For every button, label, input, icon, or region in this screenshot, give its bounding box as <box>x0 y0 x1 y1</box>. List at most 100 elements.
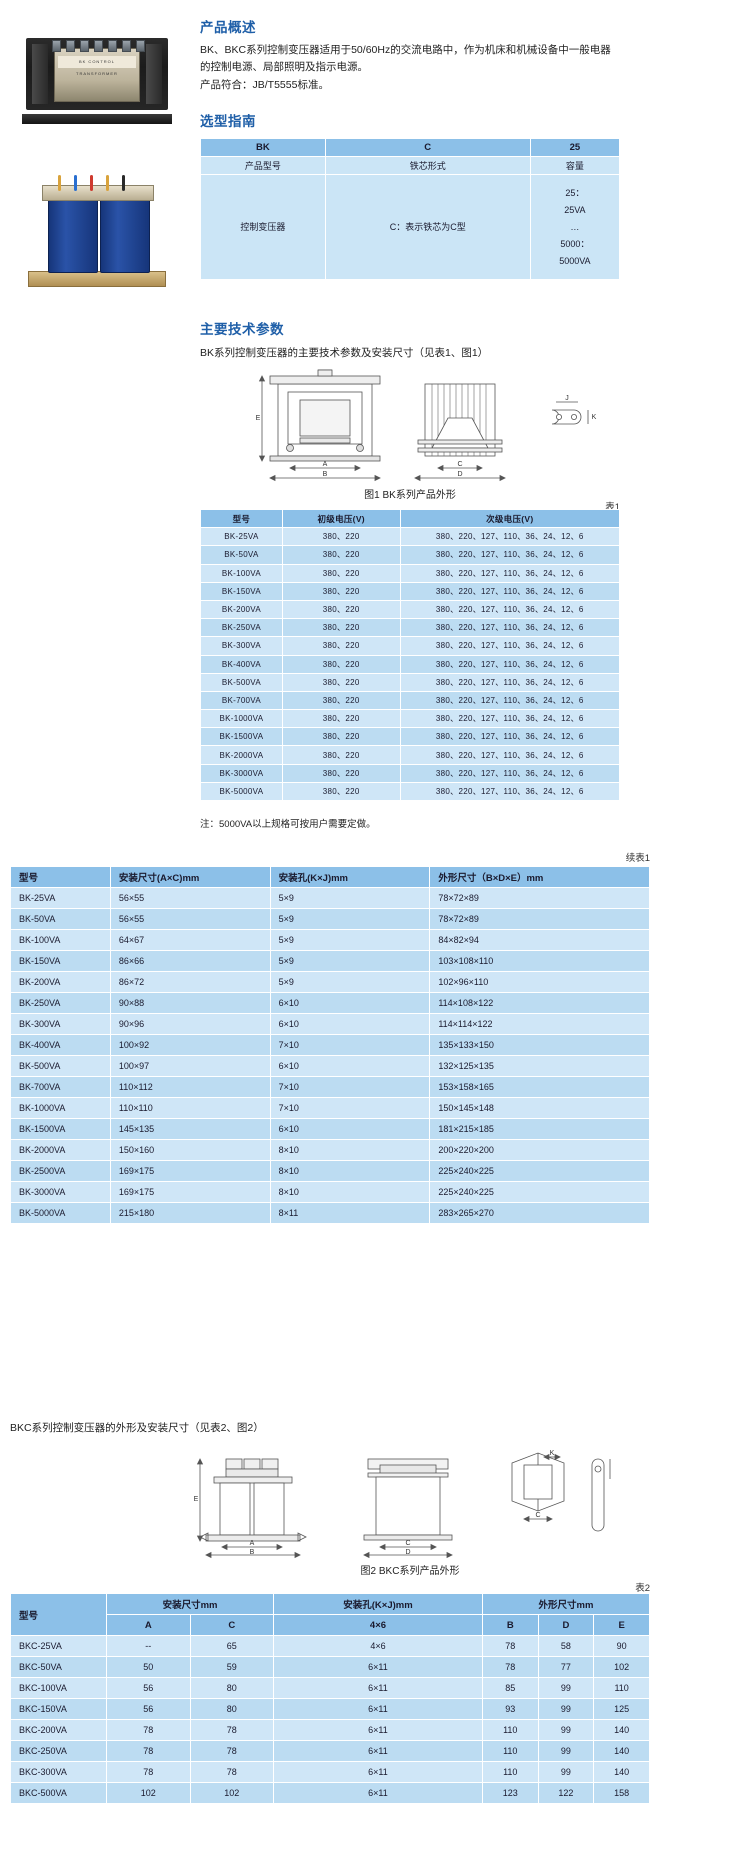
cell-value: 110 <box>481 1761 539 1783</box>
table-2-sub-a: A <box>106 1614 191 1636</box>
table-row: BK-50VA 380、220 380、220、127、110、36、24、12、6 <box>200 545 621 565</box>
table-row: BK-1500VA 145×135 6×10 181×215×185 <box>10 1118 650 1140</box>
cell-model: BKC-250VA <box>10 1740 107 1762</box>
table-row: BK-300VA 90×96 6×10 114×114×122 <box>10 1013 650 1035</box>
selection-guide-body-model: 控制变压器 <box>200 174 326 280</box>
table-row: BK-250VA 380、220 380、220、127、110、36、24、12、… <box>200 618 621 638</box>
cell-value: 6×11 <box>273 1740 483 1762</box>
cell-value: 6×11 <box>273 1761 483 1783</box>
product-photo-bk: BK CONTROL TRANSFORMER <box>22 26 172 124</box>
cell-value: 4×6 <box>273 1635 483 1657</box>
cell-value: 6×10 <box>269 1118 431 1140</box>
cell-value: 7×10 <box>269 1034 431 1056</box>
cell-value: 125 <box>593 1698 650 1720</box>
cell-value: 103×108×110 <box>429 950 650 972</box>
cell-model: BKC-500VA <box>10 1782 107 1804</box>
cell-value: 7×10 <box>269 1097 431 1119</box>
cell-value: 123 <box>481 1782 539 1804</box>
svg-text:E: E <box>256 415 261 422</box>
table-1-header-model: 型号 <box>200 508 283 529</box>
overview-paragraph-2: 产品符合：JB/T5555标准。 <box>200 79 329 91</box>
table-row: BKC-50VA 50 59 6×11 78 77 102 <box>10 1656 650 1678</box>
table-2-sub-d: D <box>537 1614 595 1636</box>
top-section: BK CONTROL TRANSFORMER 产品概述 BK、BKC系列控制变压… <box>0 0 750 310</box>
table-1-header-row: 型号 初级电压(V) 次级电压(V) <box>200 508 621 529</box>
cell-value: 78×72×89 <box>429 908 650 930</box>
cell-model: BK-200VA <box>200 599 283 620</box>
table-row: BK-1000VA 110×110 7×10 150×145×148 <box>10 1097 650 1119</box>
cell-value: 90 <box>593 1635 650 1657</box>
cell-value: 102 <box>593 1656 650 1678</box>
table-row: BKC-200VA 78 78 6×11 110 99 140 <box>10 1719 650 1741</box>
cell-value: 181×215×185 <box>429 1118 650 1140</box>
table-row: BK-300VA 380、220 380、220、127、110、36、24、12、… <box>200 636 621 656</box>
table-row: BK-5000VA 215×180 8×11 283×265×270 <box>10 1202 650 1224</box>
cell-model: BK-500VA <box>200 672 283 692</box>
table-2-sub-header-row: A C 4×6 B D E <box>11 1614 650 1636</box>
figure-2-caption: 图2 BKC系列产品外形 <box>360 1566 460 1577</box>
table-row: BKC-500VA 102 102 6×11 123 122 158 <box>10 1782 650 1804</box>
figure-2-drawing: E A B C D K C <box>140 1445 620 1560</box>
cell-value: 99 <box>537 1698 595 1720</box>
table-row: BK-400VA 380、220 380、220、127、110、36、24、12、… <box>200 654 621 674</box>
cell-value: 56×55 <box>109 908 271 930</box>
svg-text:B: B <box>250 1549 255 1556</box>
cell-value: 380、220 <box>281 545 401 565</box>
cell-value: 6×10 <box>269 1013 431 1035</box>
table-1-cont-header-mounting: 安装尺寸(A×C)mm <box>109 866 271 888</box>
table-row: BK-1000VA 380、220 380、220、127、110、36、24、12… <box>200 709 621 729</box>
cell-model: BK-3000VA <box>200 763 283 783</box>
cell-value: 99 <box>537 1719 595 1741</box>
table-row: BK-3000VA 380、220 380、220、127、110、36、24、12… <box>200 763 621 783</box>
cell-value: 93 <box>481 1698 539 1720</box>
cell-value: 6×11 <box>273 1677 483 1699</box>
table-1: 型号 初级电压(V) 次级电压(V) BK-25VA 380、220 380、220… <box>200 508 621 802</box>
table-1-cont-header-outline: 外形尺寸（B×D×E）mm <box>429 866 650 888</box>
table-2-tag: 表2 <box>635 1583 650 1594</box>
svg-text:A: A <box>250 1540 255 1547</box>
table-row: BK-25VA 380、220 380、220、127、110、36、24、12、6 <box>200 527 621 547</box>
cell-model: BK-25VA <box>200 527 283 547</box>
table-2-sub-c: C <box>189 1614 275 1636</box>
capacity-line-5: 5000VA <box>559 255 591 266</box>
cell-value: 78 <box>106 1761 191 1783</box>
table-1-body: BK-25VA 380、220 380、220、127、110、36、24、12、6… <box>200 527 621 802</box>
table-1-tag: 表1 <box>605 502 620 513</box>
table-row: BK-5000VA 380、220 380、220、127、110、36、24、12… <box>200 781 621 802</box>
svg-text:D: D <box>405 1549 410 1556</box>
selection-guide-header-25: 25 <box>529 138 621 157</box>
table-2-group-header-row: 型号 安装尺寸mm 安装孔(K×J)mm 外形尺寸mm <box>10 1593 651 1636</box>
cell-value: 140 <box>593 1719 650 1741</box>
table-2-sub-b: B <box>481 1614 539 1636</box>
cell-value: 114×108×122 <box>429 992 650 1014</box>
cell-model: BK-500VA <box>10 1055 111 1077</box>
table-row: BK-700VA 380、220 380、220、127、110、36、24、12、… <box>200 690 621 711</box>
cell-value: 100×92 <box>109 1034 271 1056</box>
cell-model: BK-1000VA <box>200 709 283 729</box>
cell-value: 380、220、127、110、36、24、12、6 <box>399 745 621 765</box>
cell-model: BK-250VA <box>10 992 111 1014</box>
cell-model: BKC-25VA <box>10 1635 107 1657</box>
cell-value: 86×72 <box>109 971 271 993</box>
cell-value: 8×11 <box>269 1202 431 1224</box>
cell-model: BK-300VA <box>10 1013 111 1035</box>
cell-value: 225×240×225 <box>429 1160 650 1182</box>
cell-value: 6×11 <box>273 1698 483 1720</box>
cell-value: 122 <box>537 1782 595 1804</box>
cell-value: 102 <box>106 1782 191 1804</box>
figure-1-drawing: A B E C D J K <box>200 368 620 488</box>
table-row: BK-200VA 380、220 380、220、127、110、36、24、12、… <box>200 599 621 620</box>
svg-text:E: E <box>194 1496 199 1503</box>
cell-value: 85 <box>481 1677 539 1699</box>
cell-value: 380、220、127、110、36、24、12、6 <box>399 654 621 674</box>
cell-value: 56×55 <box>109 887 271 909</box>
svg-text:C: C <box>535 1512 540 1519</box>
cell-value: 215×180 <box>109 1202 271 1224</box>
cell-value: 78 <box>189 1761 275 1783</box>
cell-model: BK-400VA <box>10 1034 111 1056</box>
cell-value: 77 <box>537 1656 595 1678</box>
cell-value: 380、220 <box>281 599 401 620</box>
cell-value: 99 <box>537 1740 595 1762</box>
cell-value: 99 <box>537 1761 595 1783</box>
cell-value: 140 <box>593 1761 650 1783</box>
